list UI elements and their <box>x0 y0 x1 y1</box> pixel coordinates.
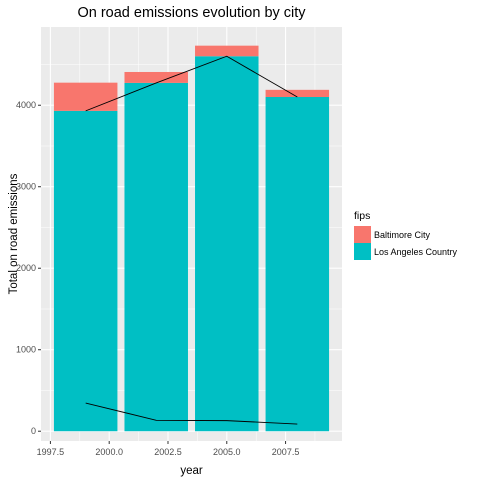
chart-title: On road emissions evolution by city <box>77 5 306 21</box>
bar-baltimore-2008 <box>266 90 329 97</box>
y-axis-title: Total on road emissions <box>8 173 20 294</box>
y-tick-label: 4000 <box>16 100 36 110</box>
x-tick-label: 2002.5 <box>154 447 182 457</box>
legend-title: fips <box>354 210 370 222</box>
y-tick-label: 0 <box>31 426 36 436</box>
legend-label-los-angeles: Los Angeles Country <box>374 247 458 257</box>
bar-baltimore-1999 <box>54 83 117 111</box>
legend-label-baltimore: Baltimore City <box>374 230 431 240</box>
legend-swatch-los-angeles <box>354 243 371 260</box>
bar-los-angeles-1999 <box>54 111 117 431</box>
bar-baltimore-2005 <box>195 46 258 57</box>
x-tick-label: 2007.5 <box>272 447 300 457</box>
legend: fips Baltimore City Los Angeles Country <box>354 210 458 260</box>
y-tick-label: 1000 <box>16 345 36 355</box>
bar-los-angeles-2002 <box>124 83 187 431</box>
x-axis-title: year <box>180 465 203 477</box>
bar-baltimore-2002 <box>124 72 187 83</box>
x-tick-label: 2005.0 <box>213 447 241 457</box>
legend-swatch-baltimore <box>354 226 371 243</box>
x-tick-label: 2000.0 <box>95 447 123 457</box>
x-tick-label: 1997.5 <box>37 447 65 457</box>
bar-los-angeles-2005 <box>195 56 258 431</box>
bar-los-angeles-2008 <box>266 97 329 431</box>
